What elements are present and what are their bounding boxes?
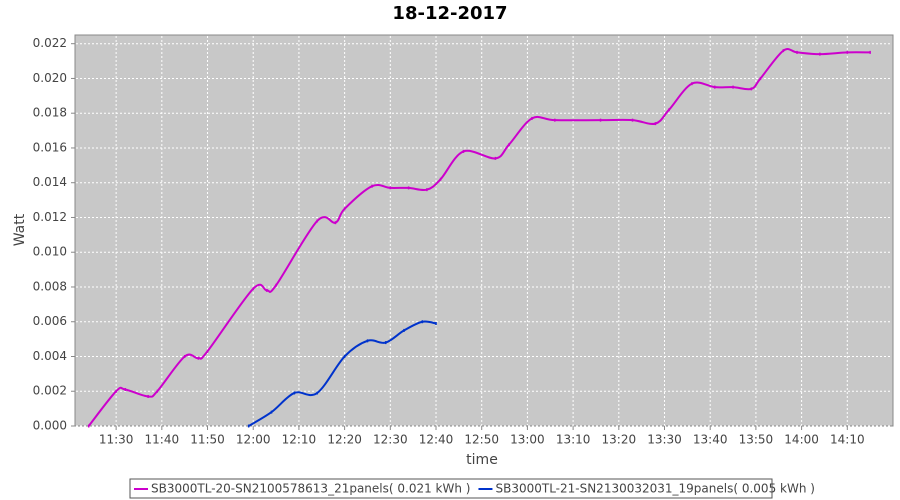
series-line <box>248 320 437 427</box>
y-tick-label: 0.014 <box>33 175 67 189</box>
y-tick-label: 0.002 <box>33 384 67 398</box>
legend-label: SB3000TL-20-SN2100578613_21panels( 0.021… <box>151 482 470 496</box>
y-tick-label: 0.006 <box>33 314 67 328</box>
y-tick-label: 0.016 <box>33 140 67 154</box>
y-tick-label: 0.018 <box>33 106 67 120</box>
legend-label: SB3000TL-21-SN2130032031_19panels( 0.005… <box>495 482 814 496</box>
x-tick-label: 13:30 <box>647 433 682 447</box>
x-tick-label: 12:50 <box>464 433 499 447</box>
legend <box>129 478 773 499</box>
x-tick-label: 11:50 <box>190 433 225 447</box>
x-tick-label: 13:40 <box>693 433 728 447</box>
y-tick-label: 0.020 <box>33 71 67 85</box>
x-axis-title: time <box>466 452 498 468</box>
x-tick-label: 11:30 <box>99 433 134 447</box>
x-tick-label: 12:20 <box>327 433 362 447</box>
y-tick-label: 0.010 <box>33 245 67 259</box>
x-tick-label: 13:20 <box>602 433 637 447</box>
chart-title: 18-12-2017 <box>392 3 507 24</box>
x-tick-label: 12:00 <box>236 433 271 447</box>
x-tick-label: 13:50 <box>739 433 774 447</box>
plot-area <box>74 34 894 427</box>
x-tick-label: 14:10 <box>830 433 865 447</box>
x-tick-label: 12:40 <box>419 433 454 447</box>
series-line <box>87 48 871 427</box>
y-tick-label: 0.000 <box>33 419 67 433</box>
y-tick-label: 0.012 <box>33 210 67 224</box>
y-axis-title: Watt <box>12 213 28 246</box>
y-tick-label: 0.022 <box>33 36 67 50</box>
x-tick-label: 12:10 <box>282 433 317 447</box>
y-tick-label: 0.004 <box>33 349 67 363</box>
x-tick-label: 13:10 <box>556 433 591 447</box>
y-tick-label: 0.008 <box>33 279 67 293</box>
x-tick-label: 12:30 <box>373 433 408 447</box>
x-tick-label: 13:00 <box>510 433 545 447</box>
x-tick-label: 11:40 <box>145 433 180 447</box>
x-tick-label: 14:00 <box>784 433 819 447</box>
